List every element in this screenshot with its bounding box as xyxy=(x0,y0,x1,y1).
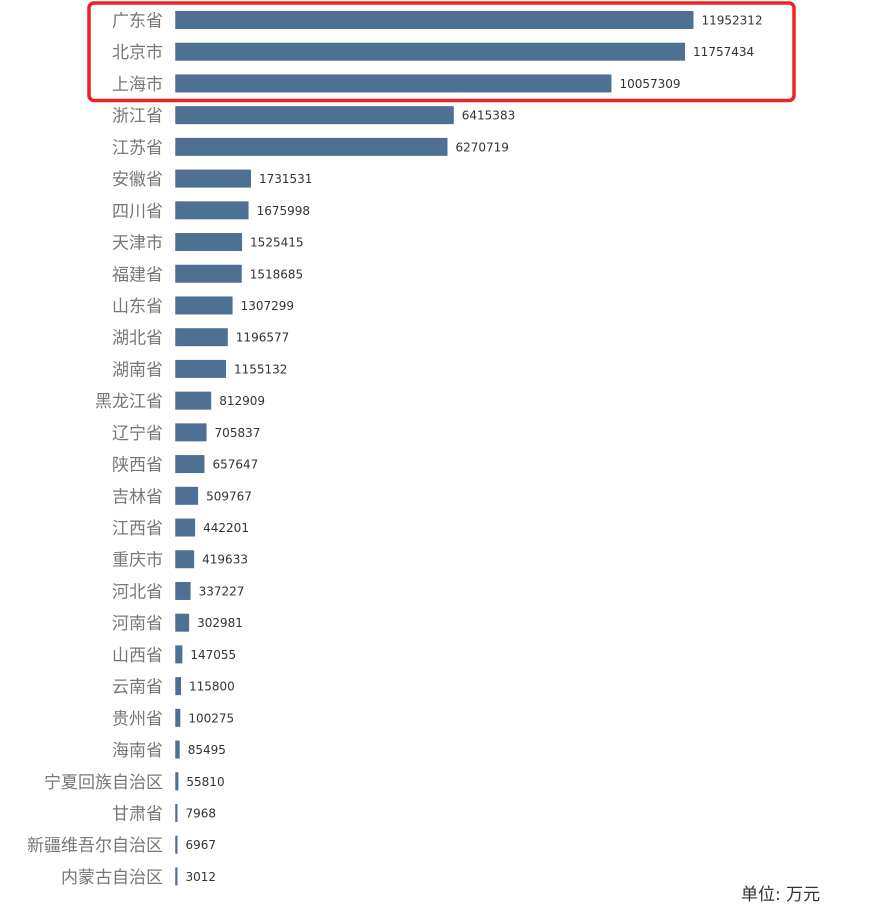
bar xyxy=(176,581,191,600)
category-label: 上海市 xyxy=(112,75,163,95)
value-label: 55810 xyxy=(186,775,224,789)
category-label: 贵州省 xyxy=(112,709,163,729)
value-label: 812909 xyxy=(219,394,265,408)
category-label: 宁夏回族自治区 xyxy=(44,773,163,793)
category-label: 山东省 xyxy=(112,297,163,317)
category-label: 四川省 xyxy=(112,202,163,222)
category-label: 天津市 xyxy=(112,234,163,254)
bar xyxy=(176,264,242,283)
bar xyxy=(176,359,227,378)
category-label: 河南省 xyxy=(112,614,163,634)
category-label: 广东省 xyxy=(112,12,163,32)
category-label: 重庆市 xyxy=(112,551,163,571)
value-label: 1675998 xyxy=(257,204,310,218)
value-label: 419633 xyxy=(202,553,248,567)
highlight-box xyxy=(87,1,796,103)
category-label: 内蒙古自治区 xyxy=(61,868,163,888)
value-label: 705837 xyxy=(215,426,261,440)
value-label: 1196577 xyxy=(236,331,289,345)
value-label: 337227 xyxy=(199,584,245,598)
bar xyxy=(176,486,199,505)
bar xyxy=(176,677,182,696)
value-label: 1155132 xyxy=(234,362,287,376)
value-label: 6270719 xyxy=(456,140,509,154)
bar xyxy=(176,328,228,347)
value-label: 509767 xyxy=(206,489,252,503)
bar xyxy=(176,772,179,791)
bar xyxy=(176,42,686,61)
bar xyxy=(176,613,190,632)
bar xyxy=(176,423,207,442)
bar xyxy=(176,201,249,220)
value-label: 1731531 xyxy=(259,172,312,186)
value-label: 11952312 xyxy=(702,14,763,28)
value-label: 1307299 xyxy=(241,299,294,313)
bar xyxy=(176,233,243,252)
bar xyxy=(176,550,195,569)
bar xyxy=(176,455,205,474)
category-label: 山西省 xyxy=(112,646,163,666)
category-label: 吉林省 xyxy=(112,487,163,507)
value-label: 7968 xyxy=(186,807,217,821)
category-label: 北京市 xyxy=(112,43,163,63)
category-label: 海南省 xyxy=(112,741,163,761)
category-label: 安徽省 xyxy=(112,170,163,190)
value-label: 10057309 xyxy=(619,77,680,91)
category-label: 湖南省 xyxy=(112,360,163,380)
value-label: 6967 xyxy=(186,838,217,852)
value-label: 3012 xyxy=(186,870,217,884)
bar xyxy=(176,74,612,93)
category-label: 甘肃省 xyxy=(112,805,163,825)
category-label: 江苏省 xyxy=(112,138,163,158)
value-label: 1525415 xyxy=(250,236,303,250)
value-label: 657647 xyxy=(212,458,258,472)
bar xyxy=(176,804,178,822)
bar xyxy=(176,645,183,664)
category-label: 辽宁省 xyxy=(112,424,163,444)
unit-label: 单位: 万元 xyxy=(741,885,821,905)
category-label: 江西省 xyxy=(112,519,163,539)
category-label: 黑龙江省 xyxy=(95,392,163,412)
bar xyxy=(176,11,694,29)
bar xyxy=(176,708,181,727)
bar xyxy=(176,867,178,886)
bar xyxy=(176,391,212,410)
category-label: 河北省 xyxy=(112,582,163,602)
category-label: 福建省 xyxy=(112,265,163,285)
bar xyxy=(176,169,251,188)
bar xyxy=(176,740,180,759)
value-label: 11757434 xyxy=(693,45,754,59)
value-label: 147055 xyxy=(190,648,236,662)
bar xyxy=(176,137,448,156)
bar xyxy=(176,518,196,537)
bar xyxy=(176,835,178,854)
value-label: 302981 xyxy=(197,616,243,630)
category-label: 陕西省 xyxy=(112,456,163,476)
bar xyxy=(176,106,454,125)
value-label: 6415383 xyxy=(462,109,515,123)
category-label: 湖北省 xyxy=(112,329,163,349)
bar xyxy=(176,296,233,315)
value-label: 100275 xyxy=(188,711,234,725)
category-label: 新疆维吾尔自治区 xyxy=(27,836,163,856)
value-label: 442201 xyxy=(203,521,249,535)
category-label: 云南省 xyxy=(112,678,163,698)
value-label: 85495 xyxy=(188,743,226,757)
value-label: 1518685 xyxy=(250,267,303,281)
value-label: 115800 xyxy=(189,680,235,694)
category-label: 浙江省 xyxy=(112,107,163,127)
